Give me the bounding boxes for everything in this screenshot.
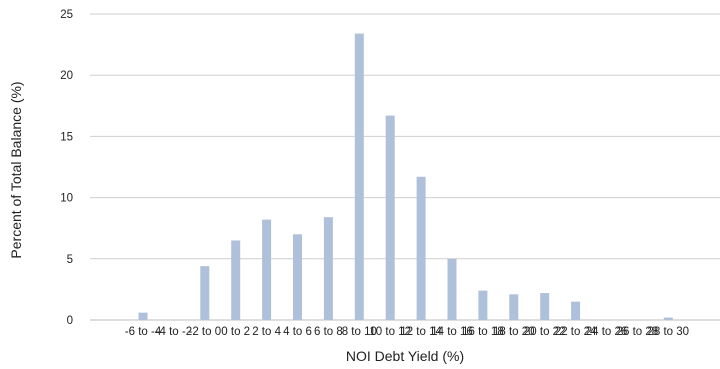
x-tick-label: 20 to 22 [524, 326, 566, 338]
x-tick-label: 12 to 14 [400, 326, 442, 338]
bar [200, 266, 210, 320]
gridlines [90, 13, 720, 321]
y-tick-label: 20 [60, 70, 73, 82]
y-tick-label: 10 [60, 193, 73, 205]
x-tick-label: 10 to 12 [369, 326, 411, 338]
bar [447, 258, 457, 320]
bar [262, 219, 272, 320]
bar [293, 234, 302, 320]
y-tick-label: 5 [67, 254, 73, 266]
x-tick-label: 4 to 6 [283, 326, 312, 338]
x-tick-label: -6 to -4 [125, 326, 162, 338]
y-axis-title: Percent of Total Balance (%) [8, 81, 24, 258]
bar [385, 115, 395, 320]
x-axis-title: NOI Debt Yield (%) [346, 348, 464, 364]
x-tick-label: 6 to 8 [314, 326, 343, 338]
y-tick-label: 0 [67, 315, 73, 327]
y-tick-labels: 0 5 10 15 20 25 [60, 9, 73, 327]
bar [354, 33, 364, 321]
bar [478, 290, 488, 320]
bar [416, 176, 426, 320]
x-tick-label: 24 to 26 [586, 326, 628, 338]
x-tick-label: -4 to -2 [156, 326, 192, 338]
bar [571, 301, 581, 320]
bar [231, 240, 241, 320]
bar [540, 293, 550, 320]
x-tick-label: 16 to 18 [462, 326, 504, 338]
x-tick-label: -2 to 0 [188, 326, 221, 338]
bar [138, 312, 148, 320]
x-tick-label: 22 to 24 [555, 326, 597, 338]
x-tick-label: 2 to 4 [252, 326, 281, 338]
x-tick-label: 26 to 28 [617, 326, 659, 338]
y-tick-label: 15 [60, 131, 73, 143]
x-tick-label: 18 to 20 [493, 326, 535, 338]
bar [323, 217, 333, 320]
x-tick-label: 14 to 16 [431, 326, 473, 338]
bar [509, 294, 519, 320]
x-tick-label: 28 to 30 [648, 326, 690, 338]
x-tick-label: 8 to 10 [342, 326, 377, 338]
x-tick-label: 0 to 2 [221, 326, 250, 338]
y-tick-label: 25 [60, 9, 73, 21]
bar [663, 317, 673, 320]
bars [138, 33, 673, 321]
